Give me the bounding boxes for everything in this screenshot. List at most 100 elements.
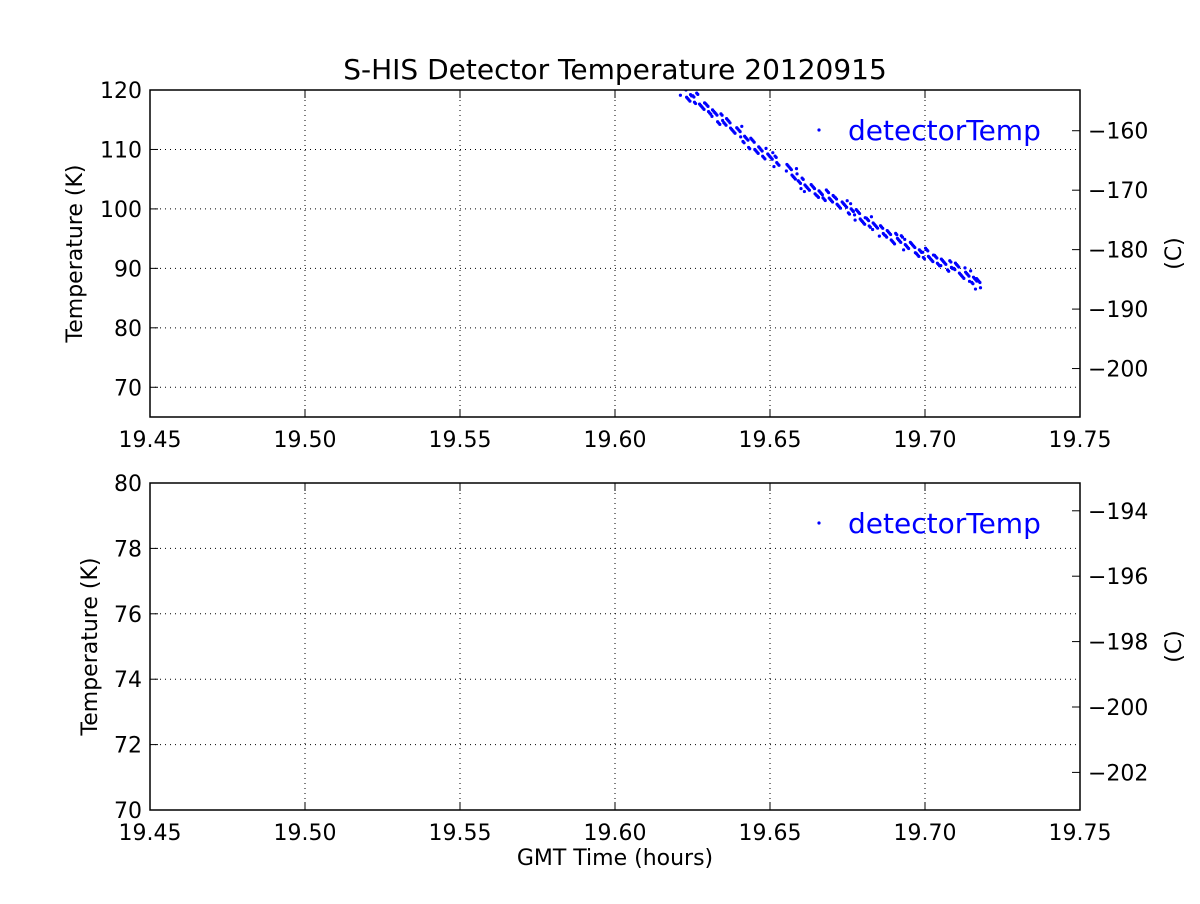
x-tick-label: 19.60 [584, 428, 647, 453]
scatter-point [770, 157, 774, 161]
scatter-point [869, 215, 874, 219]
legend-marker [817, 128, 821, 132]
scatter-point [710, 114, 714, 118]
y-axis-label: Temperature (K) [78, 558, 103, 737]
x-tick-label: 19.70 [894, 821, 957, 846]
scatter-point [830, 200, 835, 204]
x-tick-label: 19.50 [274, 821, 337, 846]
axes-frame [149, 482, 1081, 811]
x-tick-label: 19.70 [894, 428, 957, 453]
scatter-point [692, 95, 696, 99]
scatter-point [799, 186, 803, 191]
y-tick-label: 110 [100, 138, 142, 163]
scatter-point [845, 199, 849, 203]
scatter-point [718, 122, 722, 126]
right-y-tick-label: −200 [1088, 358, 1148, 383]
scatter-point [678, 93, 683, 97]
right-y-tick-label: −198 [1088, 631, 1148, 656]
scatter-point [746, 138, 750, 142]
scatter-point [962, 276, 966, 280]
scatter-point [784, 169, 788, 173]
right-y-tick-label: −190 [1088, 298, 1148, 323]
scatter-point [881, 226, 885, 230]
scatter-point [706, 104, 710, 109]
scatter-point [978, 280, 982, 285]
scatter-point [748, 147, 752, 151]
scatter-point [852, 213, 857, 217]
scatter-point [826, 191, 831, 195]
x-tick-label: 19.65 [739, 821, 802, 846]
scatter-point [895, 233, 899, 237]
scatter-point [793, 177, 797, 181]
scatter-point [871, 227, 875, 232]
scatter-point [763, 157, 767, 161]
x-tick-label: 19.55 [429, 821, 492, 846]
scatter-point [795, 172, 799, 176]
scatter-point [756, 151, 760, 155]
scatter-point [715, 113, 719, 117]
scatter-point [931, 259, 935, 264]
scatter-point [801, 177, 805, 182]
scatter-point [802, 189, 807, 194]
x-tick-label: 19.60 [584, 821, 647, 846]
axes-frame [149, 89, 1081, 418]
right-y-tick-label: −202 [1088, 761, 1148, 786]
scatter-point [849, 202, 853, 206]
scatter-point [702, 107, 706, 111]
y-tick-label: 78 [114, 537, 142, 562]
scatter-point [777, 163, 781, 167]
x-tick-label: 19.75 [1049, 821, 1112, 846]
right-y-tick-label: −170 [1088, 179, 1148, 204]
scatter-point [949, 260, 953, 264]
x-tick-label: 19.55 [429, 428, 492, 453]
scatter-point [857, 211, 862, 216]
x-tick-label: 19.75 [1049, 428, 1112, 453]
right-y-tick-label: −160 [1088, 120, 1148, 145]
y-tick-label: 70 [114, 376, 142, 401]
scatter-point [740, 124, 744, 128]
scatter-point [834, 197, 839, 201]
scatter-point [807, 188, 812, 192]
scatter-point [752, 140, 756, 144]
top-axes: 19.45 19.50 19.55 19.60 19.65 19.70 19.75 70 80 9… [63, 79, 1187, 453]
scatter-point [885, 235, 889, 239]
scatter-point [820, 193, 824, 197]
right-y-tick-label: −196 [1088, 565, 1148, 590]
scatter-point [696, 92, 700, 96]
x-axis-label: GMT Time (hours) [517, 846, 713, 871]
scatter-point [921, 250, 925, 254]
scatter-point [851, 209, 855, 214]
scatter-point [900, 235, 905, 239]
scatter-point [794, 166, 799, 171]
scatter-point [939, 264, 943, 268]
scatter-point [742, 141, 746, 145]
scatter-point [688, 99, 692, 103]
scatter-point [978, 286, 983, 290]
scatter-points [678, 90, 983, 291]
right-y-axis-label: (C) [1162, 237, 1187, 270]
scatter-point [967, 274, 971, 278]
scatter-point [694, 101, 698, 106]
y-tick-label: 80 [114, 472, 142, 497]
scatter-point [823, 198, 827, 203]
scatter-point [847, 212, 852, 216]
scatter-point [764, 146, 768, 150]
scatter-point [868, 225, 872, 229]
scatter-point [867, 219, 871, 223]
y-tick-label: 70 [114, 799, 142, 824]
y-tick-label: 74 [114, 668, 142, 693]
bottom-axes: 19.45 19.50 19.55 19.60 19.65 19.70 19.75 70 72 7… [78, 472, 1187, 846]
scatter-point [876, 226, 880, 230]
scatter-point [738, 130, 742, 134]
chart-title: S-HIS Detector Temperature 20120915 [343, 53, 887, 86]
y-tick-label: 90 [114, 257, 142, 282]
scatter-point [845, 205, 849, 209]
scatter-point [724, 123, 728, 127]
scatter-point [953, 268, 957, 272]
scatter-point [957, 265, 961, 269]
y-tick-label: 100 [100, 198, 142, 223]
x-tick-label: 19.65 [739, 428, 802, 453]
scatter-point [963, 266, 967, 270]
scatter-point [913, 245, 917, 250]
